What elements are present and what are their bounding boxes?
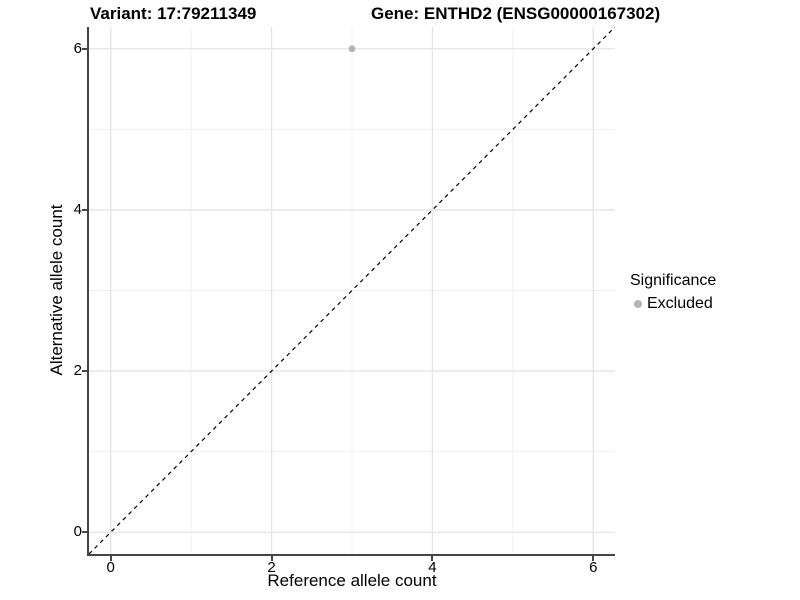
data-points (348, 45, 356, 53)
y-tick-mark (82, 531, 87, 534)
x-tick-label: 2 (267, 559, 276, 576)
gridlines-minor (89, 27, 615, 554)
plot-title-variant: Variant: 17:79211349 (90, 4, 257, 23)
y-tick-label: 6 (73, 39, 82, 57)
plot-title-gene: Gene: ENTHD2 (ENSG00000167302) (371, 4, 661, 23)
x-tick-mark (592, 556, 595, 561)
x-axis-title: Reference allele count (267, 571, 437, 590)
plot-panel (89, 27, 615, 554)
x-tick-mark (109, 556, 112, 561)
legend-item: Excluded (630, 294, 716, 313)
plot-canvas (89, 27, 615, 554)
y-tick-label: 0 (73, 523, 82, 541)
y-axis-line (87, 27, 89, 556)
y-tick-mark (82, 208, 87, 211)
legend-key-dot-icon (634, 299, 642, 308)
data-point (348, 45, 356, 53)
x-tick-mark (270, 556, 273, 561)
y-tick-label: 2 (73, 362, 82, 380)
legend-items: Excluded (630, 294, 716, 313)
y-tick-mark (82, 370, 87, 373)
y-tick-mark (82, 47, 87, 50)
x-tick-mark (431, 556, 434, 561)
y-tick-label: 4 (73, 200, 82, 218)
legend-item-label: Excluded (647, 294, 713, 312)
x-tick-label: 0 (106, 559, 115, 576)
y-axis-title: Alternative allele count (47, 204, 66, 376)
legend: Significance Excluded (630, 271, 716, 313)
x-tick-label: 6 (589, 559, 598, 576)
x-tick-label: 4 (428, 559, 437, 576)
x-axis-line (87, 554, 615, 556)
legend-title: Significance (630, 272, 717, 289)
